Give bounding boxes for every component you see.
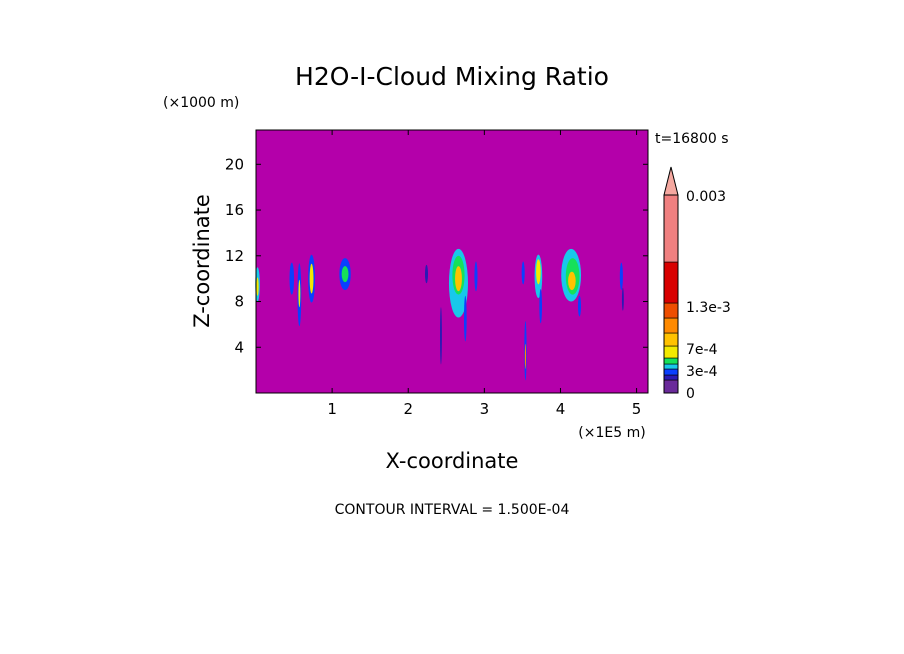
cloud-cell [440, 307, 442, 365]
cloud-cell [474, 261, 478, 292]
x-tick-label: 4 [556, 400, 566, 418]
plot-frame [255, 129, 649, 394]
cloud-cell [536, 259, 541, 285]
colorbar-band [663, 261, 679, 304]
cloud-cell [455, 266, 462, 292]
cloud-cell [621, 287, 624, 311]
colorbar-band [663, 374, 679, 381]
cloud-cell [568, 271, 576, 291]
x-tick-label: 2 [403, 400, 413, 418]
colorbar-label: 1.3e-3 [686, 300, 731, 316]
colorbar-label: 7e-4 [686, 342, 718, 358]
x-axis-label: X-coordinate [386, 449, 519, 473]
colorbar-label: 0.003 [686, 189, 726, 205]
colorbar-band [663, 317, 679, 334]
cloud-cell [289, 262, 295, 295]
contour-fields [255, 248, 624, 381]
x-tick-label: 5 [632, 400, 642, 418]
cloud-cell [521, 261, 525, 285]
cloud-cell [539, 288, 543, 324]
colorbar-band [663, 194, 679, 263]
cloud-cell [256, 277, 259, 296]
cloud-cell [577, 295, 582, 317]
colorbar-band [663, 357, 679, 365]
contour-interval-footer: CONTOUR INTERVAL = 1.500E-04 [335, 502, 570, 518]
y-axis-label: Z-coordinate [190, 194, 214, 328]
y-axis-unit: (×1000 m) [163, 95, 239, 111]
colorbar-label: 0 [686, 386, 695, 402]
y-tick-label: 4 [234, 338, 244, 356]
colorbar-band [663, 345, 679, 359]
chart-title: H2O-I-Cloud Mixing Ratio [295, 62, 609, 91]
y-tick-label: 8 [234, 293, 244, 311]
cloud-cell [424, 264, 429, 284]
time-label: t=16800 s [655, 131, 729, 147]
cloud-cell [619, 262, 623, 291]
cloud-cell [341, 266, 349, 283]
cloud-cell [309, 263, 314, 294]
cloud-cell [298, 279, 301, 308]
x-tick-label: 1 [327, 400, 337, 418]
colorbar: 0 3e-4 7e-4 1.3e-3 0.003 [663, 166, 731, 402]
colorbar-frame [663, 194, 679, 394]
colorbar-overflow-triangle [663, 166, 679, 196]
x-axis-unit: (×1E5 m) [578, 425, 645, 441]
colorbar-band [663, 368, 679, 376]
colorbar-band [663, 363, 679, 370]
y-tick-label: 16 [225, 201, 244, 219]
cloud-cell [463, 295, 467, 342]
y-tick-label: 20 [225, 155, 244, 173]
cloud-cell [524, 343, 527, 369]
y-tick-label: 12 [225, 247, 244, 265]
colorbar-band [663, 332, 679, 347]
colorbar-band [663, 379, 679, 394]
colorbar-band [663, 302, 679, 319]
x-tick-label: 3 [480, 400, 490, 418]
colorbar-label: 3e-4 [686, 364, 718, 380]
